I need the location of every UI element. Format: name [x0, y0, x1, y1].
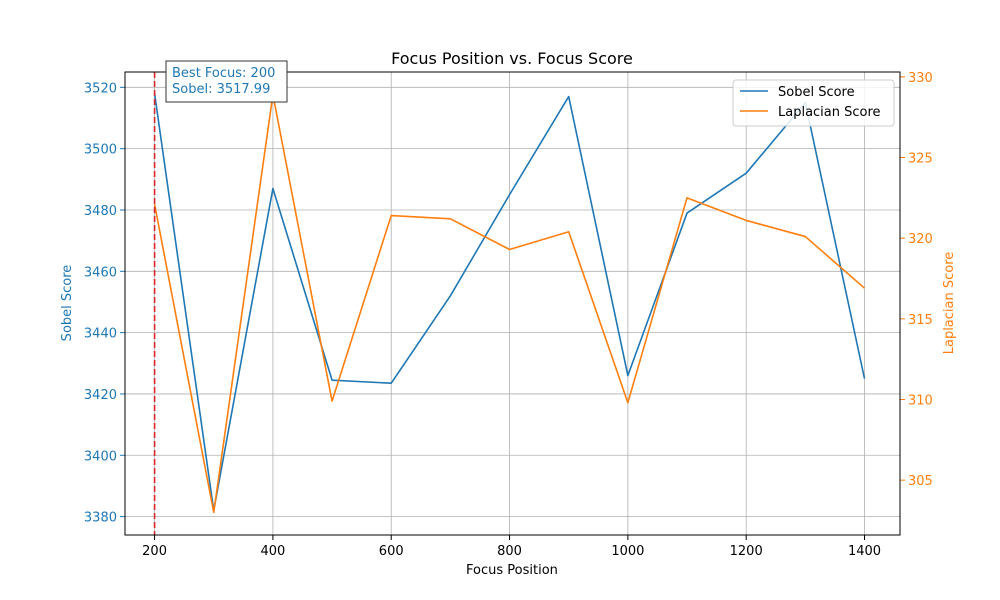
- x-tick-label: 800: [497, 544, 522, 559]
- x-axis-ticks: 200 400 600 800 1000 1200 1400: [142, 535, 881, 559]
- x-tick-label: 400: [260, 544, 285, 559]
- right-y-axis-label: Laplacian Score: [942, 252, 957, 355]
- plot-frame: [124, 71, 901, 536]
- x-tick-label: 1000: [611, 544, 644, 559]
- right-y-tick-label: 310: [908, 393, 933, 408]
- left-y-tick-label: 3380: [84, 511, 117, 526]
- right-y-axis-ticks: 305 310 315 320 325 330: [900, 71, 933, 489]
- series-line-sobel-score: [153, 93, 866, 512]
- legend-label-sobel: Sobel Score: [778, 85, 855, 100]
- legend-label-laplacian: Laplacian Score: [778, 105, 881, 120]
- left-y-tick-label: 3420: [84, 388, 117, 403]
- left-y-tick-label: 3520: [84, 81, 117, 96]
- grid: [125, 72, 900, 535]
- legend-box: [732, 79, 895, 127]
- x-axis-label: Focus Position: [466, 563, 558, 578]
- right-y-tick-label: 330: [908, 71, 933, 86]
- chart-title: Focus Position vs. Focus Score: [391, 49, 633, 68]
- best-focus-annotation: Best Focus: 200 Sobel: 3517.99: [165, 60, 288, 103]
- right-y-tick-label: 320: [908, 232, 933, 247]
- annotation-box: [165, 60, 288, 103]
- right-y-tick-label: 315: [908, 313, 933, 328]
- x-tick-label: 1400: [848, 544, 881, 559]
- left-y-tick-label: 3500: [84, 143, 117, 158]
- legend: Sobel Score Laplacian Score: [732, 79, 895, 127]
- annotation-line1: Best Focus: 200: [172, 66, 275, 81]
- left-y-tick-label: 3460: [84, 265, 117, 280]
- left-y-axis-ticks: 3380 3400 3420 3440 3460 3480 3500 3520: [84, 81, 125, 526]
- left-y-tick-label: 3400: [84, 449, 117, 464]
- left-y-axis-label: Sobel Score: [60, 265, 75, 342]
- x-tick-label: 200: [142, 544, 167, 559]
- right-y-tick-label: 325: [908, 152, 933, 167]
- right-y-tick-label: 305: [908, 474, 933, 489]
- x-tick-label: 1200: [730, 544, 763, 559]
- left-y-tick-label: 3440: [84, 327, 117, 342]
- x-tick-label: 600: [379, 544, 404, 559]
- annotation-line2: Sobel: 3517.99: [172, 82, 270, 97]
- left-y-tick-label: 3480: [84, 204, 117, 219]
